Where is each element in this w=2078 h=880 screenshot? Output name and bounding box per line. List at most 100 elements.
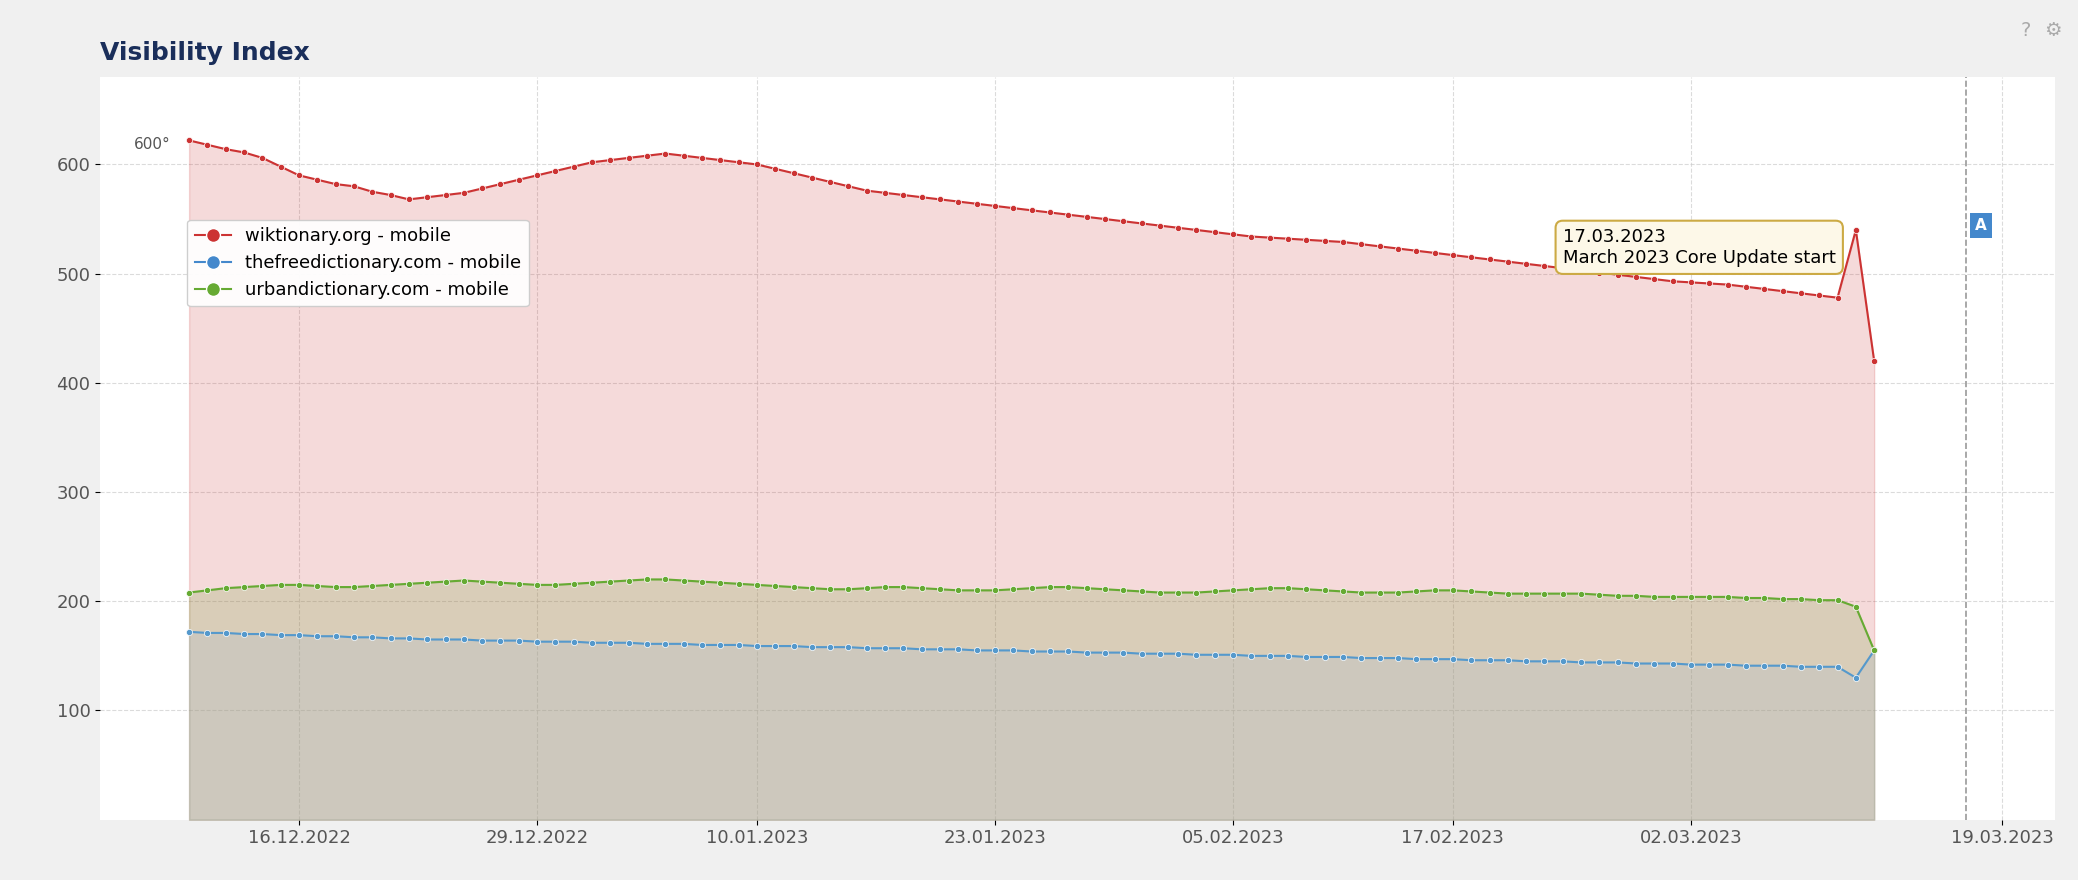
Point (1473, 253, 1507, 267)
Point (264, 628, 297, 642)
Point (1546, 261, 1579, 275)
Point (1509, 257, 1542, 271)
Point (740, 639, 773, 653)
Point (997, 643, 1031, 657)
Point (960, 583, 993, 598)
Point (740, 158, 773, 172)
Point (283, 578, 316, 592)
Point (1802, 593, 1835, 607)
Point (1199, 225, 1232, 239)
Point (447, 633, 480, 647)
Point (721, 155, 754, 169)
Point (1363, 651, 1396, 665)
Point (1675, 657, 1708, 671)
Point (997, 583, 1031, 597)
Point (1656, 275, 1689, 289)
Point (1124, 584, 1157, 598)
Point (1272, 231, 1305, 246)
Point (906, 581, 939, 595)
Point (850, 642, 883, 656)
Point (960, 197, 993, 211)
Point (1344, 651, 1378, 665)
Point (1455, 584, 1488, 598)
Point (355, 185, 389, 199)
Point (1143, 585, 1176, 599)
Point (337, 630, 370, 644)
Point (1199, 648, 1232, 662)
Point (1858, 643, 1891, 657)
Point (594, 635, 628, 649)
Point (1766, 284, 1800, 298)
Point (374, 188, 407, 202)
Point (648, 637, 682, 651)
Point (869, 642, 902, 656)
Point (1710, 277, 1743, 291)
Point (227, 145, 260, 159)
Point (503, 576, 536, 590)
Point (283, 628, 316, 642)
Point (1307, 234, 1340, 248)
Point (1014, 644, 1047, 658)
Point (393, 193, 426, 207)
Text: Visibility Index: Visibility Index (100, 41, 310, 65)
Point (576, 576, 609, 590)
Point (557, 634, 590, 649)
Point (1162, 647, 1195, 661)
Point (484, 634, 517, 648)
Point (1436, 583, 1469, 598)
Text: 17.03.2023
March 2023 Core Update start: 17.03.2023 March 2023 Core Update start (1563, 228, 1835, 267)
Text: ⚙: ⚙ (2045, 21, 2061, 40)
Point (484, 576, 517, 590)
Point (1710, 657, 1743, 671)
Point (740, 578, 773, 592)
Point (923, 193, 956, 207)
Point (815, 175, 848, 189)
Point (1344, 585, 1378, 599)
Point (428, 188, 461, 202)
Point (1565, 263, 1598, 277)
Point (796, 581, 829, 595)
Point (1326, 650, 1359, 664)
Point (1527, 587, 1561, 601)
Point (1729, 280, 1762, 294)
Point (1675, 275, 1708, 290)
Point (1766, 658, 1800, 672)
Point (337, 180, 370, 194)
Point (1492, 254, 1525, 268)
Point (667, 574, 700, 588)
Point (758, 639, 792, 653)
Point (1729, 658, 1762, 672)
Point (503, 634, 536, 648)
Point (1637, 656, 1671, 671)
Point (667, 149, 700, 163)
Point (1527, 655, 1561, 669)
Point (1710, 590, 1743, 604)
Point (815, 640, 848, 654)
Point (301, 172, 335, 187)
Point (264, 578, 297, 592)
Point (1401, 244, 1434, 258)
Point (1417, 583, 1450, 598)
Point (887, 188, 921, 202)
Point (1272, 581, 1305, 595)
Point (960, 643, 993, 657)
Point (557, 159, 590, 173)
Point (191, 138, 224, 152)
Point (721, 638, 754, 652)
Point (172, 585, 206, 599)
Point (1108, 646, 1141, 660)
Point (1473, 653, 1507, 667)
Point (1417, 652, 1450, 666)
Point (721, 576, 754, 590)
Point (1089, 583, 1122, 597)
Point (1216, 648, 1249, 662)
Legend: wiktionary.org - mobile, thefreedictionary.com - mobile, urbandictionary.com - m: wiktionary.org - mobile, thefreedictiona… (187, 220, 528, 306)
Point (1253, 581, 1286, 595)
Point (1180, 648, 1214, 662)
Point (465, 181, 499, 195)
Point (941, 194, 975, 209)
Point (503, 172, 536, 187)
Point (758, 162, 792, 176)
Point (374, 578, 407, 592)
Point (172, 134, 206, 148)
